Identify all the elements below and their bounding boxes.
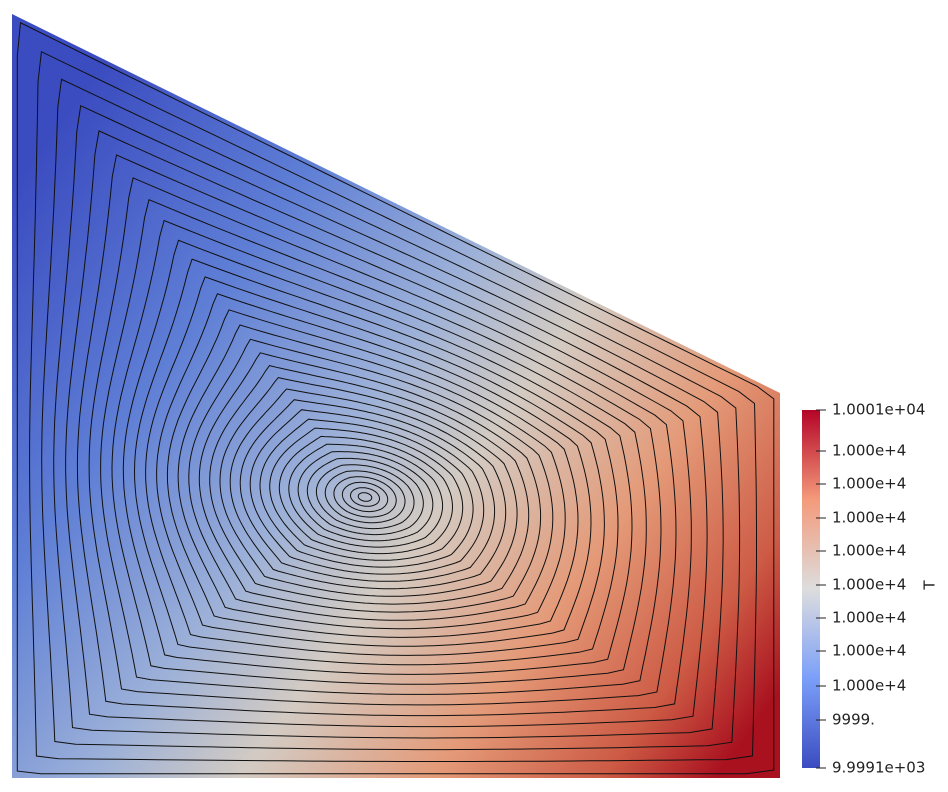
streamline xyxy=(53,104,724,739)
streamline xyxy=(29,50,757,762)
colorbar-title: T xyxy=(921,580,939,591)
streamline xyxy=(350,487,380,507)
tick-label: 1.000e+4 xyxy=(832,576,906,594)
tick-label: 1.000e+4 xyxy=(832,642,906,660)
colorbar-ticks: 1.0001e+04 1.000e+4 1.000e+4 1.000e+4 1.000e… xyxy=(816,401,925,777)
streamline xyxy=(341,481,389,513)
colorbar xyxy=(802,410,820,768)
streamline xyxy=(315,464,415,530)
streamline xyxy=(259,418,474,568)
streamline xyxy=(333,476,397,518)
streamline xyxy=(166,309,579,638)
tick-label: 1.000e+4 xyxy=(832,542,906,560)
streamline xyxy=(177,324,566,630)
streamline xyxy=(229,388,507,590)
streamline xyxy=(122,239,633,675)
tick-label: 9999. xyxy=(832,711,875,729)
streamline xyxy=(278,435,454,555)
streamline xyxy=(100,199,662,695)
streamline xyxy=(65,130,708,728)
tick-label: 1.000e+4 xyxy=(832,677,906,695)
streamline xyxy=(188,338,554,621)
tick-label: 9.9991e+03 xyxy=(832,759,925,777)
streamline xyxy=(198,352,542,613)
tick-label: 1.0001e+04 xyxy=(832,401,925,419)
tick-label: 1.000e+4 xyxy=(832,509,906,527)
streamline xyxy=(288,443,444,548)
tick-label: 1.000e+4 xyxy=(832,609,906,627)
tick-label: 1.000e+4 xyxy=(832,475,906,493)
streamline xyxy=(145,276,605,656)
streamline xyxy=(76,154,692,717)
streamline xyxy=(357,492,373,502)
streamline xyxy=(219,377,518,597)
streamline xyxy=(239,399,496,582)
streamline xyxy=(297,451,434,542)
tick-label: 1.000e+4 xyxy=(832,442,906,460)
streamline xyxy=(88,177,677,706)
streamline xyxy=(324,470,406,524)
streamline xyxy=(111,219,647,685)
streamlines xyxy=(16,22,775,775)
streamline xyxy=(306,457,424,536)
streamline xyxy=(41,78,741,751)
streamline xyxy=(133,258,619,666)
streamline xyxy=(249,409,485,575)
streamline xyxy=(16,22,775,775)
streamline xyxy=(156,293,592,647)
streamline xyxy=(209,365,530,605)
streamline xyxy=(269,427,464,561)
